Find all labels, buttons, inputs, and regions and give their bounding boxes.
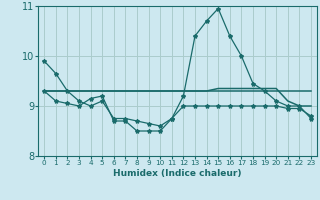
X-axis label: Humidex (Indice chaleur): Humidex (Indice chaleur) (113, 169, 242, 178)
